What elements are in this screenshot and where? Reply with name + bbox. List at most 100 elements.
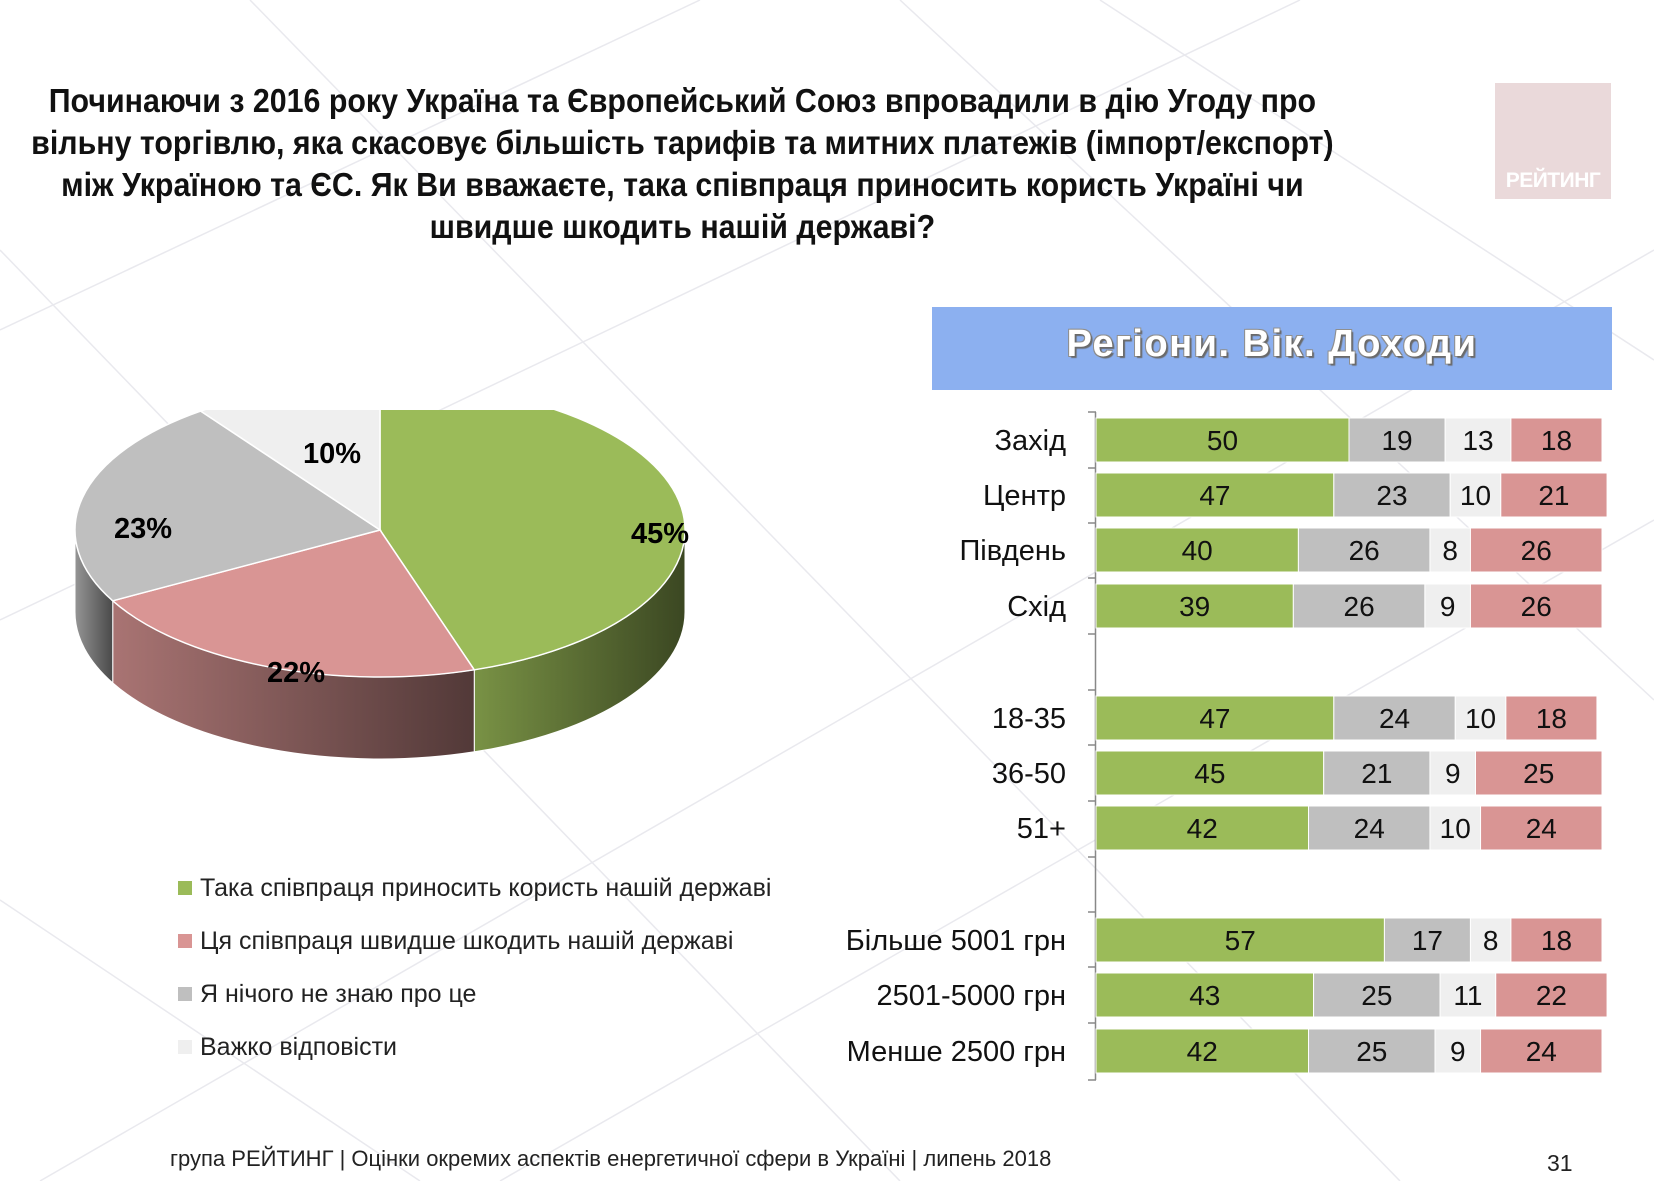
bar-value-label: 13 bbox=[1462, 425, 1493, 456]
pie-slice bbox=[199, 410, 381, 532]
bar-value-label: 24 bbox=[1379, 703, 1410, 734]
legend-label: Важко відповісти bbox=[200, 1033, 397, 1061]
pie-chart: 45% 22% 23% 10% bbox=[74, 410, 689, 760]
bar-value-label: 24 bbox=[1526, 1036, 1557, 1067]
category-label: 36-50 bbox=[992, 758, 1066, 790]
category-label: 2501-5000 грн bbox=[877, 980, 1066, 1012]
pie-slice-label: 22% bbox=[267, 657, 325, 689]
bar-value-label: 8 bbox=[1483, 925, 1499, 956]
category-label: Більше 5001 грн bbox=[846, 925, 1066, 957]
bar-value-label: 45 bbox=[1194, 758, 1225, 789]
bar-value-label: 18 bbox=[1536, 703, 1567, 734]
category-label: Південь bbox=[959, 535, 1066, 567]
bar-segment bbox=[1444, 417, 1512, 463]
category-label: Центр bbox=[983, 480, 1066, 512]
bar-value-label: 19 bbox=[1381, 425, 1412, 456]
bar-segment bbox=[1475, 750, 1603, 796]
bar-value-label: 50 bbox=[1207, 425, 1238, 456]
footer: група РЕЙТИНГ | Оцінки окремих аспектів … bbox=[170, 1146, 1052, 1171]
bar-segment bbox=[1095, 805, 1310, 851]
bar-segment bbox=[1333, 695, 1456, 741]
bar-segment bbox=[1469, 527, 1603, 573]
brand-logo: РЕЙТИНГ bbox=[1495, 83, 1611, 199]
bar-value-label: 43 bbox=[1189, 980, 1220, 1011]
bar-segment bbox=[1292, 583, 1426, 629]
bar-segment bbox=[1333, 472, 1451, 518]
pie-slice bbox=[379, 410, 686, 671]
category-label: 51+ bbox=[1017, 813, 1066, 845]
bar-segment bbox=[1095, 1028, 1310, 1074]
bar-segment bbox=[1510, 917, 1603, 963]
bar-value-label: 24 bbox=[1526, 813, 1557, 844]
category-label: Схід bbox=[1007, 591, 1066, 623]
legend-swatch bbox=[178, 987, 192, 1001]
bar-segment bbox=[1495, 972, 1608, 1018]
pie-slice bbox=[74, 410, 382, 602]
legend-swatch bbox=[178, 881, 192, 895]
bar-value-label: 39 bbox=[1179, 591, 1210, 622]
bar-value-label: 42 bbox=[1187, 813, 1218, 844]
legend-label: Така співпраця приносить користь нашій д… bbox=[200, 874, 772, 902]
bar-segment bbox=[1429, 750, 1477, 796]
bar-value-label: 26 bbox=[1521, 591, 1552, 622]
category-label: Менше 2500 грн bbox=[847, 1036, 1066, 1068]
bar-segment bbox=[1449, 472, 1502, 518]
page-number: 31 bbox=[1547, 1150, 1573, 1176]
bar-value-label: 25 bbox=[1523, 758, 1554, 789]
bar-segment bbox=[1313, 972, 1441, 1018]
bar-segment bbox=[1480, 1028, 1603, 1074]
bar-value-label: 57 bbox=[1225, 925, 1256, 956]
bar-segment bbox=[1500, 472, 1608, 518]
bar-value-label: 9 bbox=[1445, 758, 1461, 789]
stacked-bar-chart: Захід 50 19 13 18 Центр 47 23 10 21 Південь 40 26 8 26… bbox=[846, 411, 1608, 1081]
bar-value-label: 10 bbox=[1440, 813, 1471, 844]
bar-segment bbox=[1480, 805, 1603, 851]
bar-value-label: 24 bbox=[1354, 813, 1385, 844]
bar-value-label: 40 bbox=[1182, 535, 1213, 566]
pie-slice-label: 45% bbox=[631, 518, 689, 550]
category-label: Захід bbox=[994, 425, 1066, 457]
bar-value-label: 9 bbox=[1440, 591, 1456, 622]
bar-segment bbox=[1424, 583, 1471, 629]
bar-segment bbox=[1095, 417, 1350, 463]
bar-value-label: 26 bbox=[1344, 591, 1375, 622]
bar-value-label: 18 bbox=[1541, 925, 1572, 956]
bar-value-label: 25 bbox=[1361, 980, 1392, 1011]
bar-segment bbox=[1308, 1028, 1436, 1074]
legend-swatch bbox=[178, 934, 192, 948]
bar-segment bbox=[1429, 805, 1482, 851]
bar-value-label: 17 bbox=[1412, 925, 1443, 956]
pie-slice-label: 10% bbox=[303, 438, 361, 470]
legend-label: Ця співпраця швидше шкодить нашій держав… bbox=[200, 927, 734, 955]
legend-swatch bbox=[178, 1040, 192, 1054]
bar-segment bbox=[1297, 527, 1431, 573]
bar-segment bbox=[1348, 417, 1446, 463]
bar-value-label: 21 bbox=[1361, 758, 1392, 789]
bar-value-label: 21 bbox=[1538, 480, 1569, 511]
bar-segment bbox=[1505, 695, 1598, 741]
bar-value-label: 22 bbox=[1536, 980, 1567, 1011]
bar-value-label: 18 bbox=[1541, 425, 1572, 456]
bar-segment bbox=[1383, 917, 1471, 963]
question-title: Починаючи з 2016 року Україна та Європей… bbox=[31, 82, 1334, 245]
bar-value-label: 8 bbox=[1442, 535, 1458, 566]
bar-value-label: 23 bbox=[1376, 480, 1407, 511]
category-label: 18-35 bbox=[992, 703, 1066, 735]
bar-value-label: 9 bbox=[1450, 1036, 1466, 1067]
bar-value-label: 42 bbox=[1187, 1036, 1218, 1067]
pie-slice bbox=[111, 529, 476, 678]
bar-segment bbox=[1454, 695, 1507, 741]
bar-segment bbox=[1095, 472, 1335, 518]
panel-header-title: Регіони. Вік. Доходи bbox=[1066, 323, 1478, 365]
bar-segment bbox=[1095, 972, 1315, 1018]
bar-value-label: 47 bbox=[1199, 703, 1230, 734]
bar-segment bbox=[1095, 583, 1294, 629]
bar-value-label: 26 bbox=[1521, 535, 1552, 566]
bar-value-label: 11 bbox=[1453, 980, 1482, 1011]
bar-value-label: 26 bbox=[1349, 535, 1380, 566]
bar-value-label: 25 bbox=[1356, 1036, 1387, 1067]
bar-segment bbox=[1095, 527, 1299, 573]
bar-segment bbox=[1510, 417, 1603, 463]
legend-label: Я нічого не знаю про це bbox=[200, 980, 477, 1008]
bar-segment bbox=[1469, 917, 1512, 963]
